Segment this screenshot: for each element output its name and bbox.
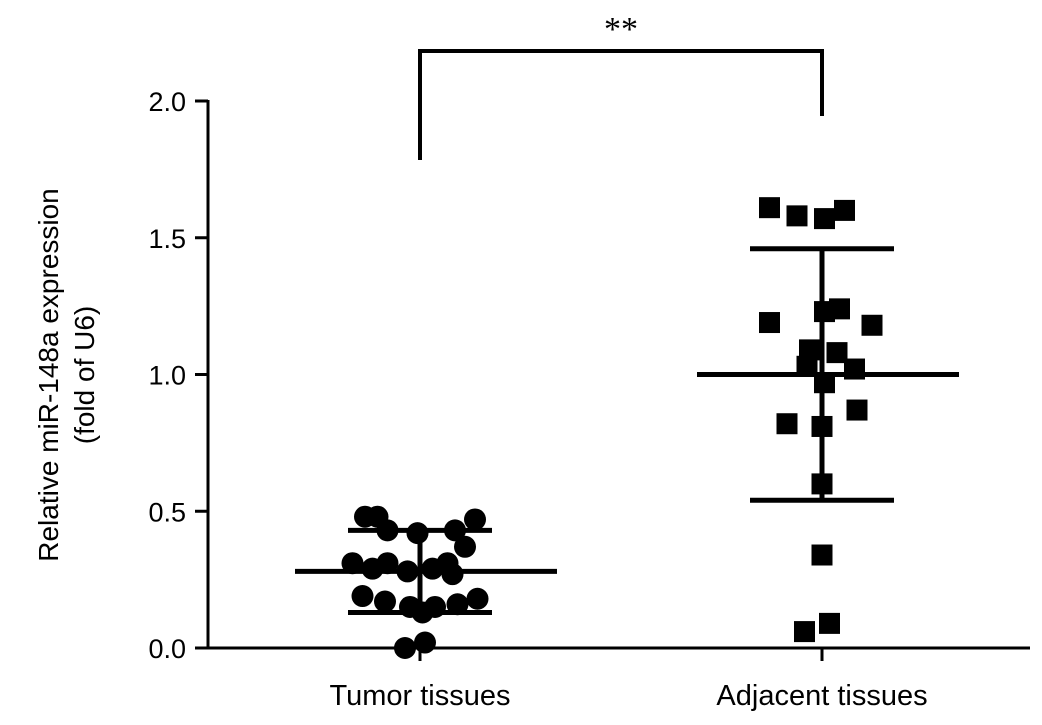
data-point-square <box>796 355 818 377</box>
data-point-circle <box>421 557 444 580</box>
significance-label: ** <box>604 11 638 48</box>
data-point-circle <box>454 535 476 558</box>
data-point-square <box>814 208 835 230</box>
data-point-circle <box>411 601 434 624</box>
data-point-circle <box>374 590 396 613</box>
y-axis-label: Relative miR-148a expression (fold of U6) <box>33 188 100 562</box>
data-point-square <box>759 312 780 334</box>
x-tick-label: Adjacent tissues <box>716 680 927 712</box>
data-point-circle <box>466 587 489 610</box>
data-point-circle <box>444 519 466 542</box>
y-tick-label: 1.0 <box>148 361 186 391</box>
y-tick-label: 1.5 <box>148 224 186 254</box>
x-axis: Tumor tissues Adjacent tissues <box>208 646 1030 712</box>
data-points <box>341 197 883 659</box>
x-tick-label: Tumor tissues <box>329 680 510 712</box>
data-point-square <box>811 473 833 495</box>
data-point-circle <box>351 585 374 608</box>
data-point-square <box>826 342 848 364</box>
data-point-circle <box>414 631 436 654</box>
data-point-square <box>799 339 820 361</box>
data-point-square <box>794 621 815 643</box>
data-point-square <box>786 205 808 227</box>
significance-bracket <box>418 49 824 160</box>
data-point-square <box>834 199 855 221</box>
data-point-circle <box>406 522 429 545</box>
data-point-circle <box>341 552 364 575</box>
y-tick-label: 0.0 <box>148 634 186 664</box>
data-point-square <box>846 399 868 421</box>
y-axis-label-line: Relative miR-148a expression <box>33 188 64 562</box>
data-point-circle <box>446 593 469 616</box>
data-point-square <box>844 358 865 380</box>
data-point-square <box>811 544 833 566</box>
data-point-square <box>776 413 798 435</box>
data-point-circle <box>376 519 399 542</box>
significance-annotation: ** <box>418 11 824 160</box>
data-point-circle <box>441 563 464 586</box>
data-point-circle <box>394 637 416 659</box>
data-point-circle <box>376 552 399 575</box>
y-tick-label: 0.5 <box>148 497 186 527</box>
y-axis-label-line: (fold of U6) <box>69 306 100 445</box>
data-point-square <box>819 612 840 634</box>
data-point-square <box>759 197 780 219</box>
y-tick-label: 2.0 <box>148 87 186 117</box>
data-point-square <box>861 314 883 336</box>
y-axis: 0.0 0.5 1.0 1.5 2.0 <box>148 87 210 664</box>
data-point-circle <box>464 508 486 531</box>
data-point-square <box>814 372 835 394</box>
data-point-square <box>811 415 833 437</box>
data-point-square <box>829 298 850 320</box>
data-point-circle <box>396 560 419 583</box>
